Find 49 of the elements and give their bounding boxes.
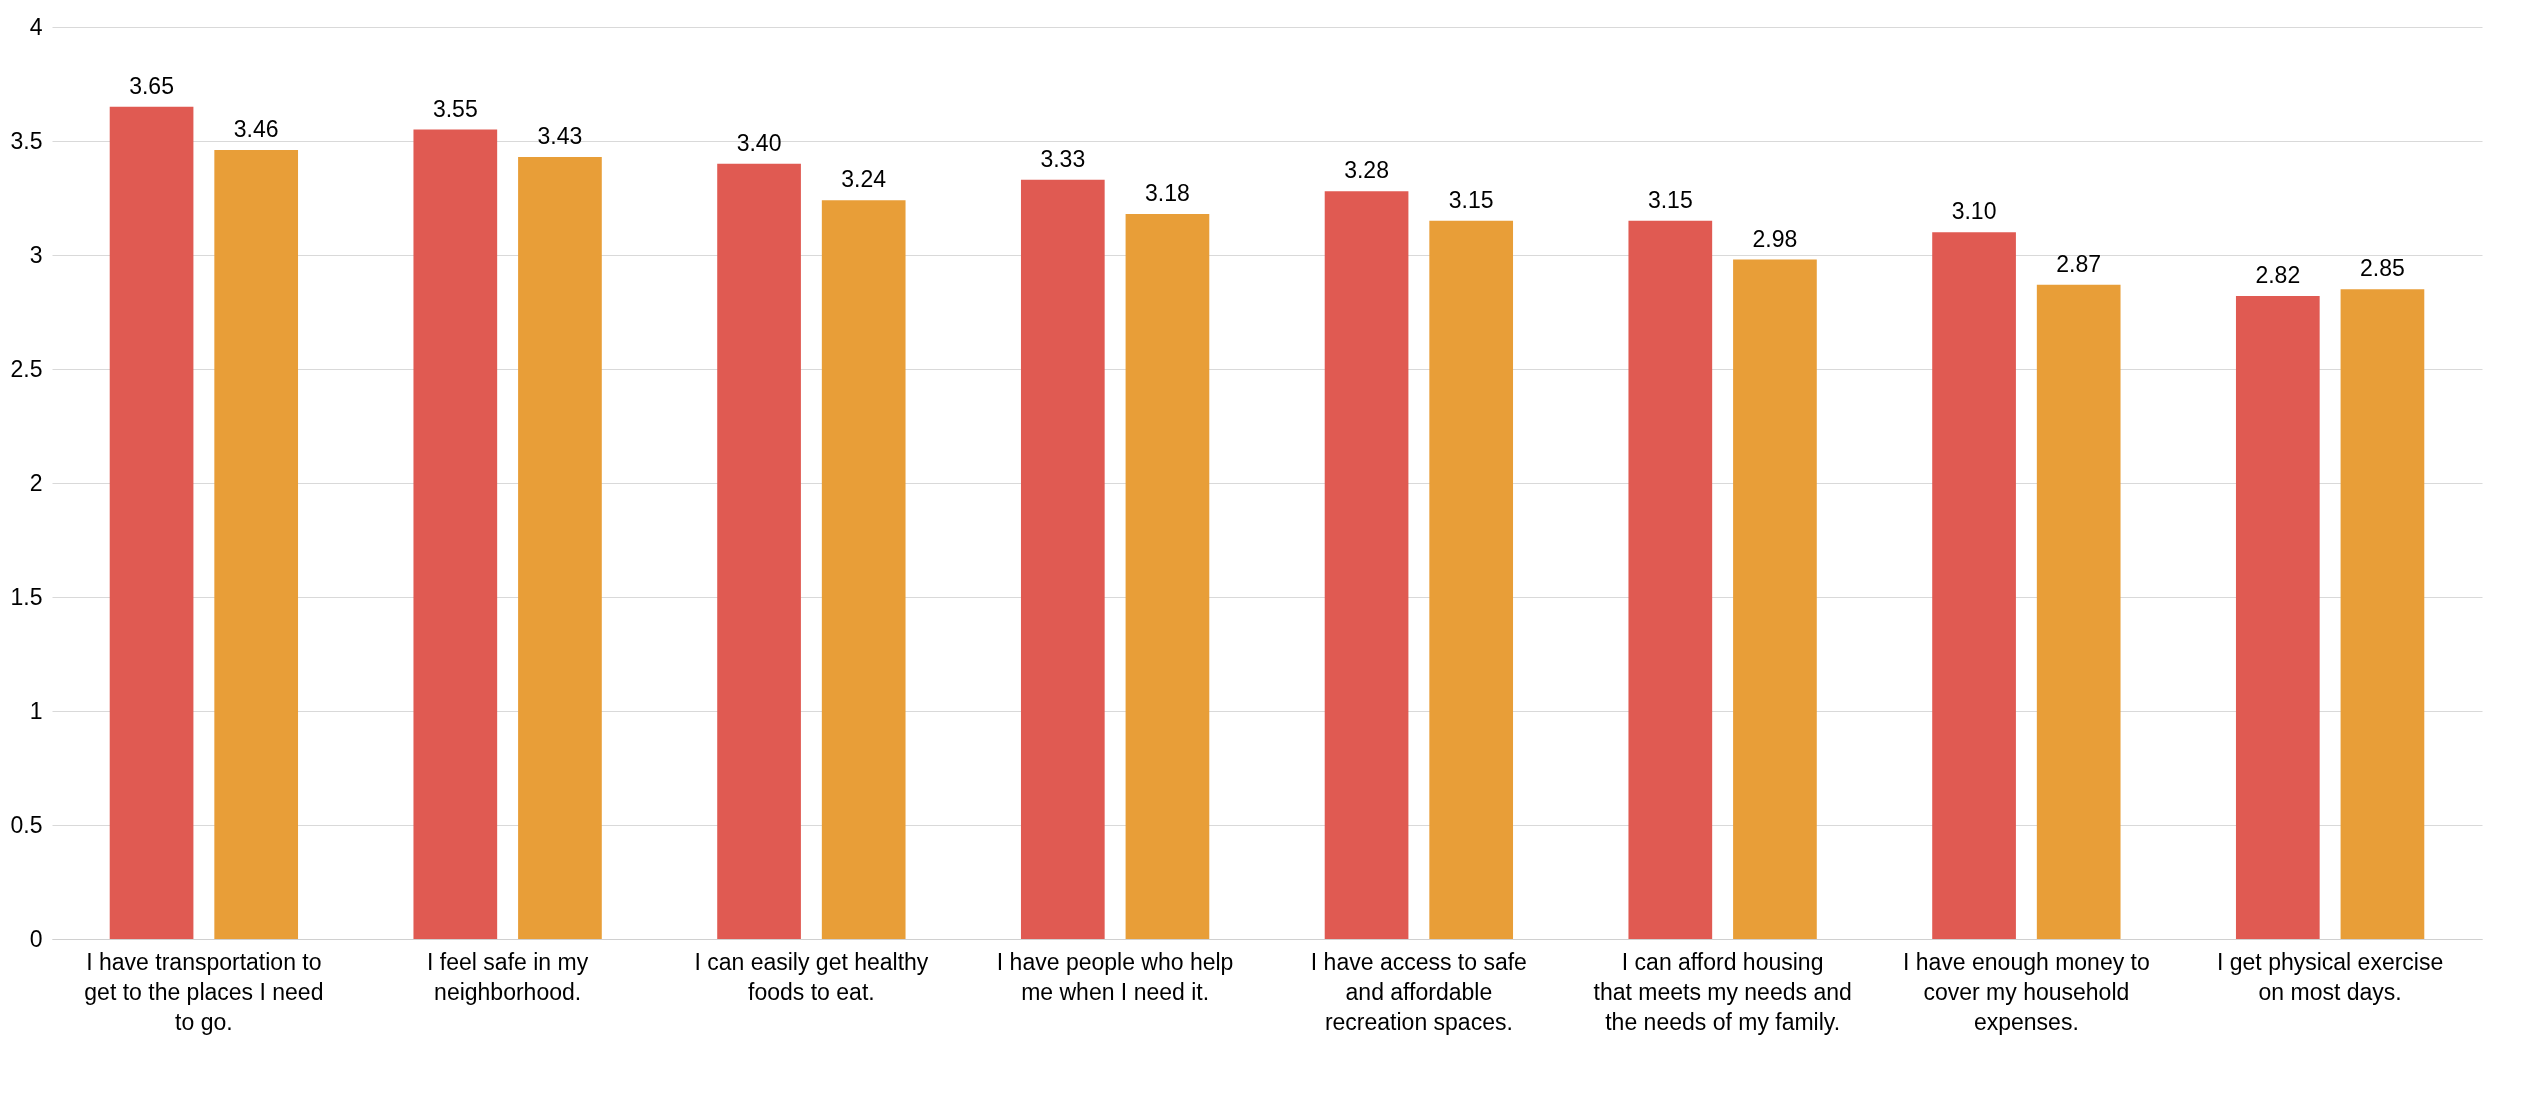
bar — [2340, 289, 2425, 939]
bar — [214, 150, 299, 939]
x-tick-label: I can afford housing that meets my needs and the needs of my family. — [1593, 948, 1852, 1035]
bar — [2036, 284, 2121, 939]
bar — [1125, 213, 1210, 939]
data-label: 2.82 — [2255, 262, 2301, 289]
y-tick-label: 3.5 — [10, 127, 43, 154]
y-tick-label: 1 — [29, 697, 43, 724]
bar — [1324, 191, 1409, 939]
data-label: 3.40 — [736, 129, 782, 156]
bar — [518, 156, 602, 939]
data-label: 3.18 — [1145, 179, 1190, 206]
bar — [1932, 232, 2016, 939]
x-tick-label: I get physical exercise on most days. — [2216, 948, 2444, 1005]
data-label: 3.24 — [841, 166, 887, 193]
x-tick-label: I can easily get healthy foods to eat. — [694, 948, 929, 1005]
x-tick-label: I have enough money to cover my household expenses. — [1902, 948, 2150, 1035]
bar — [109, 106, 194, 939]
bar — [1429, 220, 1514, 939]
data-label: 3.28 — [1344, 157, 1389, 184]
x-tick-label: I feel safe in my neighborhood. — [427, 948, 589, 1005]
data-label: 2.98 — [1752, 225, 1798, 252]
data-label: 3.46 — [233, 116, 279, 143]
data-label: 2.85 — [2360, 255, 2405, 282]
data-label: 3.43 — [537, 122, 583, 149]
bar — [1733, 259, 1817, 939]
x-tick-label: I have access to safe and affordable recreation spaces. — [1310, 948, 1527, 1035]
data-label: 3.15 — [1647, 186, 1693, 213]
y-tick-label: 4 — [29, 13, 43, 40]
data-label: 2.87 — [2056, 250, 2102, 277]
data-label: 3.15 — [1448, 186, 1494, 213]
data-label: 3.65 — [129, 72, 174, 99]
x-tick-label: I have people who help me when I need it. — [996, 948, 1234, 1005]
bar — [2235, 296, 2320, 939]
bar — [717, 163, 801, 939]
bar — [1628, 220, 1713, 939]
y-tick-label: 2 — [29, 469, 43, 496]
data-label: 3.55 — [432, 95, 478, 122]
y-tick-label: 0.5 — [10, 811, 43, 838]
bar — [821, 200, 906, 939]
x-tick-label: I have transportation to get to the places I need to go. — [84, 948, 324, 1035]
y-tick-label: 1.5 — [10, 583, 43, 610]
data-label: 3.10 — [1951, 198, 1997, 225]
bar — [1020, 179, 1105, 939]
y-tick-label: 0 — [29, 925, 43, 952]
bar — [413, 129, 498, 939]
y-tick-label: 3 — [29, 241, 43, 268]
data-label: 3.33 — [1040, 145, 1086, 172]
y-tick-label: 2.5 — [10, 355, 43, 382]
